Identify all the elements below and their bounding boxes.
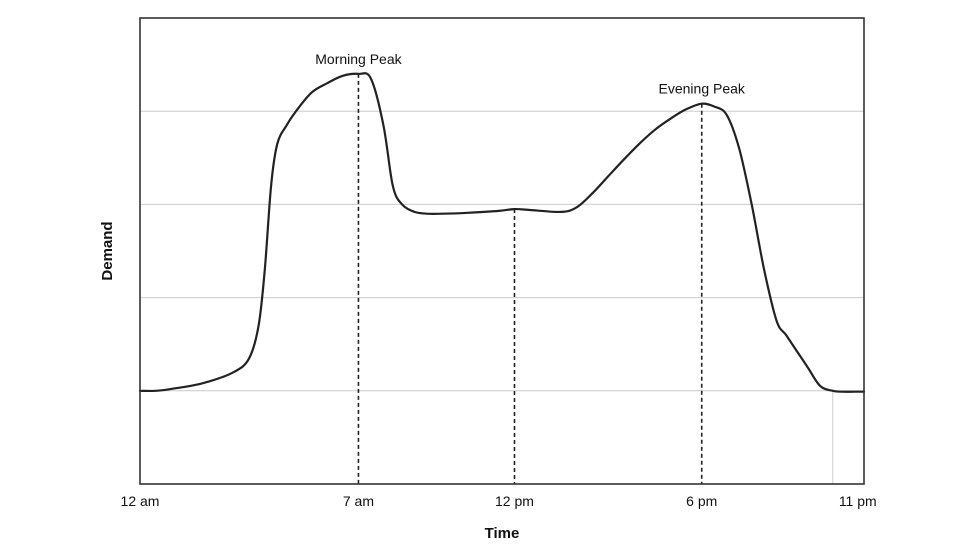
gridlines bbox=[140, 110, 864, 392]
annotation-morning-peak: Morning Peak bbox=[315, 51, 402, 67]
x-tick-label-4: 6 pm bbox=[686, 493, 717, 509]
y-axis-title: Demand bbox=[99, 221, 116, 280]
x-tick-label-5: 11 pm bbox=[839, 493, 877, 509]
marker-lines bbox=[357, 73, 834, 484]
x-tick-label-3: 12 pm bbox=[495, 493, 534, 509]
plot-frame bbox=[139, 17, 865, 485]
annotation-evening-peak: Evening Peak bbox=[659, 81, 746, 97]
x-tick-labels: 12 am 7 am 12 pm 6 pm 11 pm bbox=[121, 493, 877, 509]
x-tick-label-1: 12 am bbox=[121, 493, 160, 509]
x-tick-label-2: 7 am bbox=[343, 493, 374, 509]
annotations: Morning Peak Evening Peak bbox=[315, 51, 746, 97]
demand-series-line bbox=[138, 72, 866, 393]
x-axis-title: Time bbox=[485, 525, 520, 542]
